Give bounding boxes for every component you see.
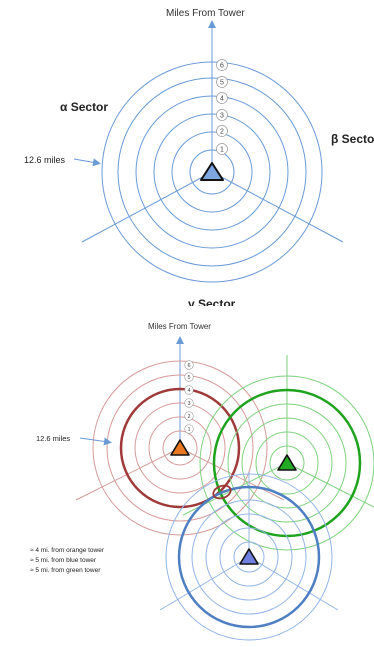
bottom-axis-title: Miles From Tower bbox=[148, 322, 211, 331]
bottom-ring-number-2: 2 bbox=[184, 411, 194, 421]
beta-sector-label: β Secto bbox=[331, 132, 374, 146]
blue-tower-icon bbox=[239, 548, 259, 565]
svg-text:3: 3 bbox=[187, 401, 190, 407]
svg-text:1: 1 bbox=[220, 147, 224, 154]
svg-text:6: 6 bbox=[187, 363, 190, 369]
top-ring-number-6: 6 bbox=[216, 59, 228, 71]
intersection-marker bbox=[212, 484, 232, 500]
top-ring-number-2: 2 bbox=[216, 125, 228, 137]
alpha-sector-label: α Sector bbox=[60, 100, 109, 114]
bottom-ring-number-3: 3 bbox=[184, 398, 194, 408]
gamma-sector-label: γ Sector bbox=[188, 297, 236, 306]
top-ring-5 bbox=[117, 77, 307, 267]
bottom-ring-numbers: 1 2 3 4 5 6 bbox=[184, 360, 194, 434]
blue-tower-rings bbox=[159, 472, 339, 641]
top-ring-number-5: 5 bbox=[216, 76, 228, 88]
svg-text:3: 3 bbox=[220, 113, 224, 120]
svg-text:2: 2 bbox=[220, 129, 224, 136]
orange-tower-highlight-ring bbox=[119, 387, 241, 509]
top-ring-4 bbox=[135, 95, 289, 249]
legend-item-blue: ≈ 5 mi. from blue tower bbox=[30, 557, 97, 564]
svg-text:5: 5 bbox=[220, 80, 224, 87]
bottom-radius-label: 12.6 miles bbox=[36, 434, 71, 443]
bottom-radius-pointer bbox=[79, 437, 112, 446]
top-ring-1 bbox=[189, 149, 235, 195]
bottom-ring-number-6: 6 bbox=[184, 360, 194, 370]
bottom-ring-number-1: 1 bbox=[184, 424, 194, 434]
legend: ≈ 4 mi. from orange tower ≈ 5 mi. from b… bbox=[30, 546, 104, 576]
top-tower-icon bbox=[200, 162, 224, 181]
svg-text:2: 2 bbox=[187, 414, 190, 420]
top-ring-number-4: 4 bbox=[216, 92, 228, 104]
top-ring-numbers: 1 2 3 4 5 6 bbox=[216, 59, 228, 155]
svg-text:1: 1 bbox=[187, 427, 190, 433]
top-ring-6 bbox=[101, 61, 323, 283]
top-ring-2 bbox=[171, 131, 253, 213]
top-axis-title: Miles From Tower bbox=[166, 8, 245, 19]
top-radius-label: 12.6 miles bbox=[24, 155, 66, 165]
top-sector-line-right bbox=[211, 171, 344, 243]
legend-item-green: ≈ 5 mi. from green tower bbox=[30, 567, 101, 574]
top-ring-number-3: 3 bbox=[216, 109, 228, 121]
top-ring-number-1: 1 bbox=[216, 143, 228, 155]
svg-text:4: 4 bbox=[220, 96, 224, 103]
bottom-ring-number-4: 4 bbox=[184, 385, 194, 395]
top-radius-pointer bbox=[73, 158, 101, 167]
orange-tower-icon bbox=[170, 439, 190, 456]
top-diagram bbox=[73, 20, 344, 283]
legend-item-orange: ≈ 4 mi. from orange tower bbox=[30, 547, 105, 554]
top-ring-3 bbox=[153, 113, 271, 231]
bottom-ring-number-5: 5 bbox=[184, 372, 194, 382]
svg-text:4: 4 bbox=[187, 388, 190, 394]
svg-text:6: 6 bbox=[220, 63, 224, 70]
green-tower-rings bbox=[182, 355, 374, 551]
green-tower-icon bbox=[277, 454, 297, 471]
svg-text:5: 5 bbox=[187, 375, 190, 381]
top-sector-line-left bbox=[81, 171, 213, 243]
blue-tower-highlight-ring bbox=[177, 485, 321, 629]
